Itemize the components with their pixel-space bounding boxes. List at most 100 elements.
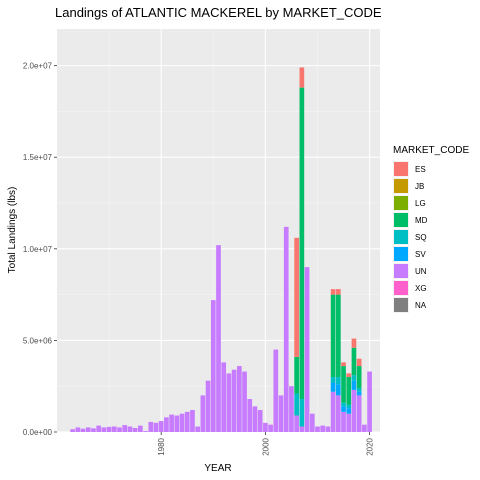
bar-UN-1975 <box>132 427 138 432</box>
legend: MARKET_CODE ES JB LG MD SQ SV UN XG NA <box>393 145 469 313</box>
legend-label-LG: LG <box>415 199 426 208</box>
bar-MD-2014 <box>335 294 341 378</box>
bar-UN-1978 <box>148 421 154 432</box>
bar-UN-1980 <box>158 421 164 432</box>
bar-SV-2013 <box>330 382 336 392</box>
bar-UN-2013 <box>330 391 336 432</box>
bar-MD-2018 <box>356 366 362 389</box>
y-tick-label: 1.5e+07 <box>23 153 53 162</box>
bar-ES-2018 <box>356 358 362 367</box>
x-axis-label: YEAR <box>204 463 231 474</box>
bar-UN-1968 <box>96 425 102 432</box>
legend-label-XG: XG <box>415 284 427 293</box>
bar-UN-2009 <box>309 413 315 432</box>
chart-title: Landings of ATLANTIC MACKEREL by MARKET_… <box>55 5 382 20</box>
y-tick-label: 5.0e+06 <box>23 336 53 345</box>
legend-title: MARKET_CODE <box>393 145 469 156</box>
bar-UN-2016 <box>346 413 352 432</box>
bar-MD-2015 <box>341 366 346 403</box>
bar-ES-2017 <box>351 338 357 348</box>
bar-SQ-2006 <box>294 393 299 416</box>
bar-UN-1987 <box>195 426 201 432</box>
bar-UN-2015 <box>341 411 346 432</box>
bar-UN-1988 <box>200 395 206 432</box>
legend-label-ES: ES <box>415 165 426 174</box>
legend-label-SV: SV <box>415 250 426 259</box>
bar-UN-1998 <box>252 406 258 432</box>
bar-SV-2018 <box>356 391 362 396</box>
legend-swatch-NA <box>394 298 408 312</box>
bar-UN-1979 <box>153 422 159 432</box>
legend-swatch-MD <box>394 213 408 227</box>
bar-MD-2013 <box>330 294 336 378</box>
bar-UN-1996 <box>242 371 247 432</box>
bar-UN-1997 <box>247 399 253 432</box>
bar-UN-2008 <box>304 267 310 432</box>
bar-UN-2011 <box>320 425 326 432</box>
bar-UN-1999 <box>257 410 263 432</box>
bar-MD-2007 <box>299 87 305 400</box>
bar-UN-2007 <box>299 426 305 432</box>
bars-layer <box>70 67 372 432</box>
bar-SQ-2016 <box>346 404 352 409</box>
bar-UN-2020 <box>367 371 372 432</box>
bar-SV-2014 <box>335 384 341 396</box>
legend-swatch-LG <box>394 196 408 210</box>
legend-swatch-XG <box>394 281 408 295</box>
bar-UN-1984 <box>179 413 185 432</box>
legend-swatch-SQ <box>394 230 408 244</box>
y-tick-label: 1.0e+07 <box>23 245 53 254</box>
bar-UN-2018 <box>356 395 362 432</box>
bar-UN-1994 <box>231 369 237 432</box>
bar-SV-2016 <box>346 408 352 414</box>
bar-SQ-2007 <box>299 399 305 427</box>
bar-ES-2007 <box>299 67 305 88</box>
bar-SV-2015 <box>341 406 346 412</box>
bar-SQ-2013 <box>330 377 336 383</box>
bar-ES-2014 <box>335 289 341 295</box>
bar-MD-2017 <box>351 347 357 376</box>
bar-UN-2019 <box>362 424 367 432</box>
bar-SQ-2018 <box>356 388 362 392</box>
bar-UN-2012 <box>325 426 331 432</box>
legend-label-JB: JB <box>415 182 424 191</box>
x-axis: 1980 2000 2020 <box>157 432 375 456</box>
bar-UN-2001 <box>268 424 273 432</box>
bar-UN-2005 <box>289 386 294 432</box>
bar-UN-2010 <box>315 426 320 432</box>
bar-ES-2016 <box>346 373 352 378</box>
bar-UN-1965 <box>80 428 86 432</box>
bar-UN-2000 <box>263 422 268 432</box>
bar-UN-1966 <box>85 427 91 432</box>
bar-SV-2017 <box>351 380 357 390</box>
x-tick-label: 2020 <box>366 437 375 455</box>
bar-UN-2004 <box>283 226 289 432</box>
bar-UN-1969 <box>101 427 107 432</box>
bar-SQ-2014 <box>335 377 341 385</box>
legend-items: ES JB LG MD SQ SV UN XG NA <box>393 161 428 313</box>
bar-UN-1976 <box>138 425 143 432</box>
legend-swatch-UN <box>394 264 408 278</box>
bar-UN-1974 <box>127 426 133 432</box>
bar-UN-1992 <box>221 362 227 432</box>
bar-UN-1973 <box>122 425 128 432</box>
bar-SQ-2015 <box>341 402 346 407</box>
bar-ES-2006 <box>294 237 299 357</box>
x-tick-label: 1980 <box>157 437 166 455</box>
bar-ES-2015 <box>341 362 346 367</box>
bar-UN-1983 <box>174 415 180 432</box>
bar-UN-2014 <box>335 395 341 432</box>
bar-UN-1972 <box>117 427 122 432</box>
bar-UN-2017 <box>351 389 357 432</box>
bar-UN-1993 <box>226 373 232 432</box>
y-axis: 0.0e+00 5.0e+06 1.0e+07 1.5e+07 2.0e+07 <box>23 62 57 437</box>
bar-SQ-2017 <box>351 375 357 381</box>
bar-MD-2006 <box>294 356 299 394</box>
y-tick-label: 2.0e+07 <box>23 62 53 71</box>
bar-UN-1970 <box>106 426 112 432</box>
legend-label-MD: MD <box>415 216 428 225</box>
bar-UN-1990 <box>210 300 216 432</box>
bar-UN-1977 <box>143 431 148 432</box>
legend-label-UN: UN <box>415 267 427 276</box>
legend-swatch-SV <box>394 247 408 261</box>
